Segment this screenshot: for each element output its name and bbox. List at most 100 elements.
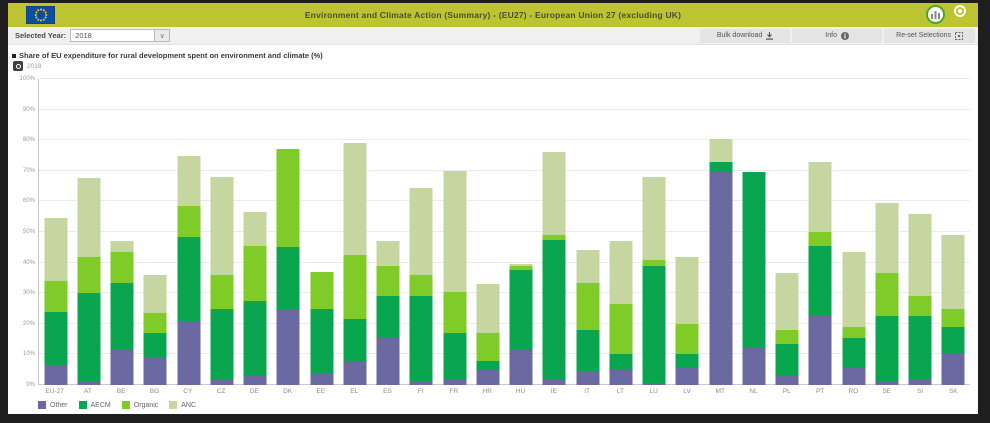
bar-LT[interactable] (604, 79, 637, 385)
bar-segment-aecm[interactable] (576, 329, 600, 372)
bar-segment-aecm[interactable] (376, 296, 400, 338)
bar-EL[interactable] (338, 79, 371, 385)
bar-segment-aecm[interactable] (709, 161, 733, 173)
bar-segment-aecm[interactable] (609, 354, 633, 370)
bar-segment-other[interactable] (409, 381, 433, 385)
bar-segment-other[interactable] (709, 172, 733, 385)
bar-segment-other[interactable] (941, 352, 965, 385)
bar-NL[interactable] (737, 79, 770, 385)
bar-segment-other[interactable] (276, 308, 300, 385)
bar-segment-aecm[interactable] (77, 293, 101, 382)
bar-segment-aecm[interactable] (842, 337, 866, 369)
bar-segment-other[interactable] (808, 316, 832, 385)
selections-tool-icon[interactable] (926, 5, 945, 24)
bar-segment-organic[interactable] (875, 273, 899, 317)
bar-segment-other[interactable] (210, 378, 234, 385)
bar-ES[interactable] (372, 79, 405, 385)
bar-segment-aecm[interactable] (310, 308, 334, 373)
bar-segment-aecm[interactable] (941, 326, 965, 353)
bar-segment-organic[interactable] (77, 256, 101, 294)
bar-segment-other[interactable] (110, 349, 134, 385)
bar-segment-anc[interactable] (908, 213, 932, 297)
bar-segment-organic[interactable] (476, 333, 500, 361)
legend-item-other[interactable]: Other (38, 401, 68, 409)
bar-SE[interactable] (870, 79, 903, 385)
bar-segment-aecm[interactable] (808, 245, 832, 317)
bar-segment-organic[interactable] (143, 313, 167, 333)
bar-segment-anc[interactable] (775, 273, 799, 330)
bar-segment-aecm[interactable] (675, 354, 699, 369)
bar-CZ[interactable] (205, 79, 238, 385)
bar-AT[interactable] (72, 79, 105, 385)
bar-LU[interactable] (638, 79, 671, 385)
bar-segment-aecm[interactable] (177, 236, 201, 321)
bar-segment-aecm[interactable] (476, 360, 500, 370)
bar-PL[interactable] (771, 79, 804, 385)
info-button[interactable]: Info (792, 28, 883, 43)
bar-PT[interactable] (804, 79, 837, 385)
bar-segment-organic[interactable] (542, 235, 566, 240)
bar-segment-anc[interactable] (376, 241, 400, 266)
bar-segment-other[interactable] (143, 357, 167, 385)
bar-segment-anc[interactable] (808, 161, 832, 233)
bar-segment-anc[interactable] (509, 264, 533, 266)
bar-segment-other[interactable] (642, 383, 666, 385)
bar-segment-organic[interactable] (110, 251, 134, 283)
bar-DE[interactable] (239, 79, 272, 385)
bar-segment-aecm[interactable] (276, 247, 300, 309)
bar-segment-aecm[interactable] (742, 172, 766, 349)
bar-segment-other[interactable] (376, 337, 400, 385)
bar-segment-aecm[interactable] (908, 316, 932, 379)
bar-segment-aecm[interactable] (642, 265, 666, 384)
bar-segment-anc[interactable] (110, 241, 134, 252)
bar-segment-organic[interactable] (443, 291, 467, 333)
bar-segment-other[interactable] (842, 368, 866, 385)
bar-segment-organic[interactable] (908, 296, 932, 317)
bar-RO[interactable] (837, 79, 870, 385)
bar-segment-organic[interactable] (44, 280, 68, 312)
bar-segment-other[interactable] (310, 372, 334, 385)
bar-segment-anc[interactable] (642, 176, 666, 260)
bar-IT[interactable] (571, 79, 604, 385)
bar-segment-anc[interactable] (143, 274, 167, 314)
bar-segment-anc[interactable] (709, 138, 733, 162)
bar-segment-anc[interactable] (576, 250, 600, 283)
bar-segment-anc[interactable] (476, 284, 500, 333)
bar-segment-aecm[interactable] (243, 300, 267, 376)
bar-segment-anc[interactable] (177, 155, 201, 207)
camera-icon[interactable] (13, 61, 23, 71)
bar-MT[interactable] (704, 79, 737, 385)
legend-item-anc[interactable]: ANC (169, 401, 196, 409)
bar-segment-anc[interactable] (77, 178, 101, 257)
bar-segment-other[interactable] (609, 369, 633, 385)
bar-segment-organic[interactable] (642, 259, 666, 266)
bar-segment-aecm[interactable] (44, 311, 68, 366)
bar-segment-aecm[interactable] (110, 282, 134, 350)
bar-segment-aecm[interactable] (542, 239, 566, 379)
bar-EE[interactable] (305, 79, 338, 385)
bar-segment-anc[interactable] (542, 152, 566, 236)
bar-segment-organic[interactable] (941, 308, 965, 327)
legend-item-organic[interactable]: Organic (121, 401, 158, 409)
bar-BG[interactable] (139, 79, 172, 385)
bar-segment-other[interactable] (44, 365, 68, 385)
bar-SK[interactable] (937, 79, 970, 385)
bar-CY[interactable] (172, 79, 205, 385)
bar-segment-anc[interactable] (343, 143, 367, 255)
bar-segment-organic[interactable] (842, 326, 866, 338)
bar-segment-other[interactable] (875, 381, 899, 385)
bar-segment-anc[interactable] (875, 202, 899, 274)
bar-segment-other[interactable] (443, 378, 467, 385)
bar-segment-aecm[interactable] (210, 308, 234, 379)
bar-FR[interactable] (438, 79, 471, 385)
bar-segment-organic[interactable] (343, 254, 367, 320)
legend-item-aecm[interactable]: AECM (78, 401, 111, 409)
bar-segment-aecm[interactable] (143, 333, 167, 358)
bar-segment-organic[interactable] (609, 303, 633, 355)
bar-segment-anc[interactable] (443, 170, 467, 292)
bar-segment-other[interactable] (576, 371, 600, 385)
bar-segment-aecm[interactable] (875, 316, 899, 382)
bar-segment-anc[interactable] (243, 212, 267, 246)
bar-SI[interactable] (904, 79, 937, 385)
bulk-download-button[interactable]: Bulk download (700, 28, 791, 43)
